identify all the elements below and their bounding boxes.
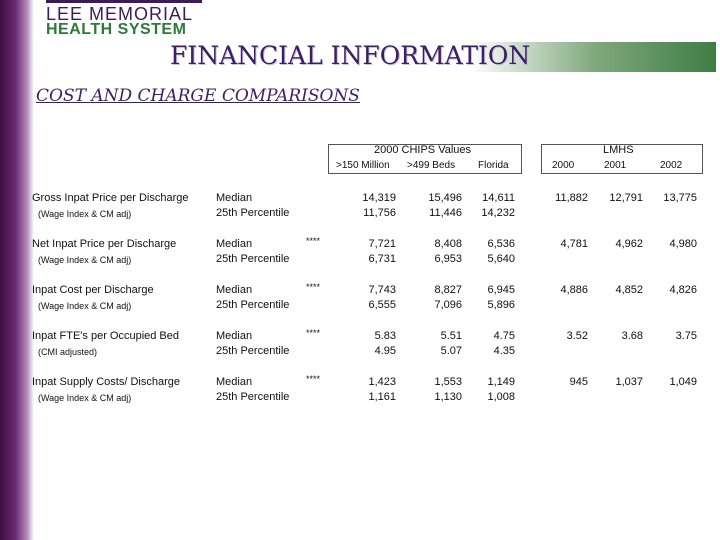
percentile-value: 14,232: [481, 207, 515, 219]
lmhs-value: 1,049: [669, 376, 697, 388]
median-value: 1,553: [434, 376, 462, 388]
lmhs-value: 3.68: [621, 330, 643, 342]
lmhs-group-title: LMHS: [603, 144, 634, 156]
percentile-value: 11,756: [363, 207, 396, 219]
page-title: FINANCIAL INFORMATION: [170, 41, 531, 70]
median-value: 1,423: [368, 376, 396, 388]
stat-percentile-label: 25th Percentile: [216, 207, 290, 219]
flag-marker: ****: [306, 374, 321, 384]
lmhs-value: 945: [569, 376, 588, 388]
median-value: 7,721: [368, 238, 396, 250]
median-value: 6,536: [487, 238, 515, 250]
stat-median-label: Median: [216, 192, 253, 204]
lmhs-value: 4,852: [615, 284, 643, 296]
stat-median-label: Median: [216, 376, 253, 388]
logo-rule: [46, 0, 202, 3]
row-sublabel: (Wage Index & CM adj): [38, 255, 132, 265]
stat-median-label: Median: [216, 284, 253, 296]
percentile-value: 6,731: [368, 253, 396, 265]
lmhs-value: 12,791: [609, 192, 643, 204]
percentile-value: 1,008: [487, 391, 515, 403]
column-header: 2001: [604, 160, 627, 171]
stat-percentile-label: 25th Percentile: [216, 299, 290, 311]
row-sublabel: (Wage Index & CM adj): [38, 209, 132, 219]
column-header: Florida: [478, 160, 509, 171]
percentile-value: 6,555: [368, 299, 396, 311]
section-subtitle: COST AND CHARGE COMPARISONS: [36, 86, 360, 106]
lmhs-value: 4,980: [669, 238, 697, 250]
percentile-value: 4.95: [374, 345, 396, 357]
lmhs-value: 1,037: [615, 376, 643, 388]
column-header: >499 Beds: [407, 160, 456, 171]
percentile-value: 5.07: [440, 345, 462, 357]
row-sublabel: (Wage Index & CM adj): [38, 393, 132, 403]
median-value: 7,743: [368, 284, 396, 296]
row-label: Gross Inpat Price per Discharge: [32, 192, 189, 204]
stat-percentile-label: 25th Percentile: [216, 253, 290, 265]
median-value: 6,945: [487, 284, 515, 296]
stat-percentile-label: 25th Percentile: [216, 345, 290, 357]
column-header: 2000: [552, 160, 575, 171]
row-label: Net Inpat Price per Discharge: [32, 238, 177, 250]
chips-group-box: [328, 144, 522, 174]
column-header: 2002: [660, 160, 683, 171]
percentile-value: 1,161: [368, 391, 396, 403]
percentile-value: 11,446: [429, 207, 462, 219]
row-label: Inpat Cost per Discharge: [32, 284, 154, 296]
lmhs-value: 4,826: [669, 284, 697, 296]
percentile-value: 5,896: [487, 299, 515, 311]
left-accent-bar: [0, 0, 34, 540]
row-label: Inpat Supply Costs/ Discharge: [32, 376, 180, 388]
median-value: 14,611: [482, 192, 515, 204]
logo-line-2: HEALTH SYSTEM: [46, 21, 187, 38]
lmhs-group-box: [541, 144, 703, 174]
percentile-value: 7,096: [434, 299, 462, 311]
median-value: 15,496: [428, 192, 462, 204]
median-value: 8,827: [434, 284, 462, 296]
median-value: 5.51: [440, 330, 462, 342]
percentile-value: 1,130: [434, 391, 462, 403]
row-sublabel: (CMI adjusted): [38, 347, 98, 357]
lmhs-value: 13,775: [663, 192, 697, 204]
lmhs-value: 4,781: [560, 238, 588, 250]
median-value: 8,408: [434, 238, 462, 250]
lee-memorial-logo: LEE MEMORIAL HEALTH SYSTEM: [46, 0, 206, 42]
row-sublabel: (Wage Index & CM adj): [38, 301, 132, 311]
lmhs-value: 11,882: [555, 192, 588, 204]
median-value: 14,319: [362, 192, 396, 204]
stat-median-label: Median: [216, 238, 253, 250]
percentile-value: 5,640: [487, 253, 515, 265]
logo-line-1: LEE MEMORIAL: [46, 4, 194, 24]
chips-group-title: 2000 CHIPS Values: [374, 144, 472, 156]
lmhs-value: 4,886: [560, 284, 588, 296]
stat-percentile-label: 25th Percentile: [216, 391, 290, 403]
flag-marker: ****: [306, 328, 321, 338]
percentile-value: 6,953: [434, 253, 462, 265]
flag-marker: ****: [306, 282, 321, 292]
percentile-value: 4.35: [493, 345, 515, 357]
column-header: >150 Million: [336, 160, 390, 171]
row-label: Inpat FTE's per Occupied Bed: [32, 330, 180, 342]
lmhs-value: 4,962: [615, 238, 643, 250]
median-value: 1,149: [487, 376, 515, 388]
title-band: [168, 42, 716, 72]
median-value: 5.83: [374, 330, 396, 342]
median-value: 4.75: [493, 330, 515, 342]
flag-marker: ****: [306, 236, 321, 246]
lmhs-value: 3.75: [675, 330, 697, 342]
stat-median-label: Median: [216, 330, 253, 342]
lmhs-value: 3.52: [566, 330, 588, 342]
